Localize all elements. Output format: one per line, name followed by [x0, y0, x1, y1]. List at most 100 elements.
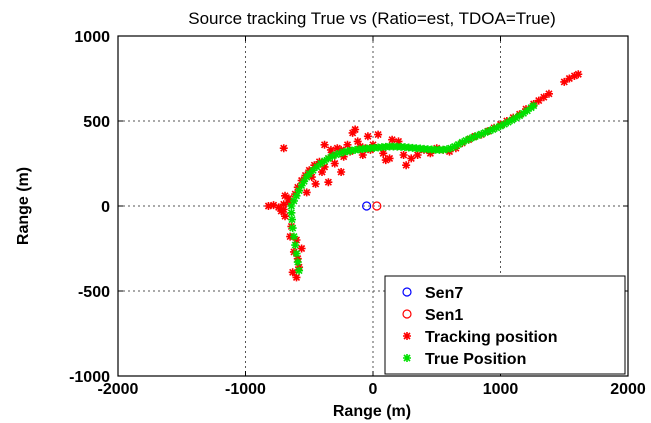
tracking-position-point	[297, 176, 306, 185]
true-position-point	[462, 136, 471, 145]
y-tick-label: 500	[83, 114, 110, 131]
legend-label-sen1: Sen1	[425, 307, 463, 324]
true-position-point	[519, 109, 528, 118]
tracking-position-point	[402, 161, 411, 170]
legend-label-sen7: Sen7	[425, 285, 463, 302]
tracking-position-point	[363, 132, 372, 141]
true-position-point	[288, 224, 297, 233]
tracking-position-point	[318, 168, 326, 176]
tracking-position-point	[394, 137, 403, 146]
true-position-point	[523, 106, 532, 115]
tracking-position-point	[544, 89, 553, 98]
x-tick-label: -1000	[225, 381, 266, 398]
true-position-point	[332, 150, 341, 159]
true-position-point	[316, 159, 325, 168]
tracking-position-point	[570, 71, 579, 80]
tracking-position-point	[292, 273, 301, 282]
x-tick-label: -2000	[98, 381, 139, 398]
tracking-position-point	[320, 162, 329, 171]
true-position-point	[465, 134, 474, 143]
tracking-position-point	[288, 268, 297, 277]
tracking-position-point	[565, 74, 574, 83]
tracking-position-point	[337, 168, 346, 176]
tracking-position-point	[413, 151, 422, 159]
tracking-position-point	[330, 159, 339, 168]
legend-label-true-position: True Position	[425, 351, 526, 368]
true-position-point	[289, 232, 298, 241]
tracking-position-point	[311, 179, 320, 188]
true-position-point	[291, 241, 300, 250]
true-position-point	[312, 162, 321, 171]
y-tick-label: -1000	[69, 369, 110, 386]
legend-marker-sen7	[402, 287, 412, 297]
x-axis-label: Range (m)	[333, 403, 411, 420]
true-position-point	[289, 196, 298, 205]
true-position-point	[335, 149, 344, 158]
true-position-point	[287, 208, 296, 217]
tracking-position-point	[279, 205, 288, 214]
true-position-point	[477, 130, 486, 139]
tracking-position-point	[279, 200, 288, 209]
true-position-point	[507, 116, 516, 125]
true-position-point	[473, 131, 482, 140]
x-tick-label: 0	[369, 381, 378, 398]
legend-marker-tracking-position	[403, 332, 411, 340]
legend-label-tracking-position: Tracking position	[425, 329, 557, 346]
true-position-point	[309, 166, 318, 175]
true-position-point	[488, 125, 497, 134]
true-position-point	[292, 249, 301, 258]
true-position-point	[292, 191, 301, 200]
tracking-position-point	[351, 125, 360, 134]
legend-marker-sen1	[402, 309, 412, 319]
tracking-position-point	[353, 137, 362, 146]
true-position-point	[293, 258, 302, 267]
tracking-position-point	[279, 144, 288, 153]
chart-title: Source tracking True vs (Ratio=est, TDOA…	[188, 9, 556, 28]
tracking-position-point	[407, 154, 416, 163]
y-axis-label: Range (m)	[15, 167, 32, 245]
tracking-position-point	[399, 151, 408, 159]
tracking-position-point	[374, 130, 383, 139]
tracking-position-point	[388, 135, 397, 144]
tracking-position-point	[385, 154, 394, 163]
true-position-point	[297, 181, 306, 190]
true-position-point	[324, 154, 333, 163]
true-position-point	[300, 177, 309, 186]
true-position-point	[515, 111, 524, 120]
tracking-position-point	[284, 194, 293, 203]
true-position-point	[305, 169, 314, 178]
true-position-point	[446, 144, 455, 153]
true-position-point	[529, 101, 538, 110]
true-position-point	[295, 186, 304, 195]
tracking-position-point	[426, 149, 435, 158]
data-points	[264, 70, 583, 282]
tracking-position-point	[560, 77, 569, 86]
tracking-position-point	[343, 140, 352, 149]
true-position-point	[481, 128, 490, 137]
tracking-position-point	[293, 183, 302, 192]
x-tick-label: 2000	[610, 381, 646, 398]
tracking-position-point	[379, 149, 388, 158]
sen1-point	[372, 201, 382, 211]
true-position-point	[500, 120, 509, 129]
true-position-point	[295, 266, 304, 275]
true-position-point	[504, 118, 513, 127]
tracking-position-point	[381, 156, 390, 165]
true-position-point	[320, 156, 329, 165]
tracking-position-point	[281, 191, 290, 200]
true-position-point	[492, 123, 501, 132]
tracking-position-point	[339, 152, 348, 161]
tracking-position-point	[264, 202, 273, 210]
tracking-position-point	[302, 188, 311, 197]
legend: Sen7 Sen1 Tracking position True Position	[384, 275, 626, 375]
legend-marker-true-position	[403, 354, 411, 362]
true-position-point	[458, 138, 467, 147]
tracking-position-point	[281, 212, 290, 221]
true-position-point	[454, 140, 463, 149]
y-tick-label: 1000	[74, 29, 110, 46]
tracking-position-point	[269, 201, 278, 210]
true-position-point	[328, 152, 337, 161]
tracking-position-point	[534, 96, 543, 105]
